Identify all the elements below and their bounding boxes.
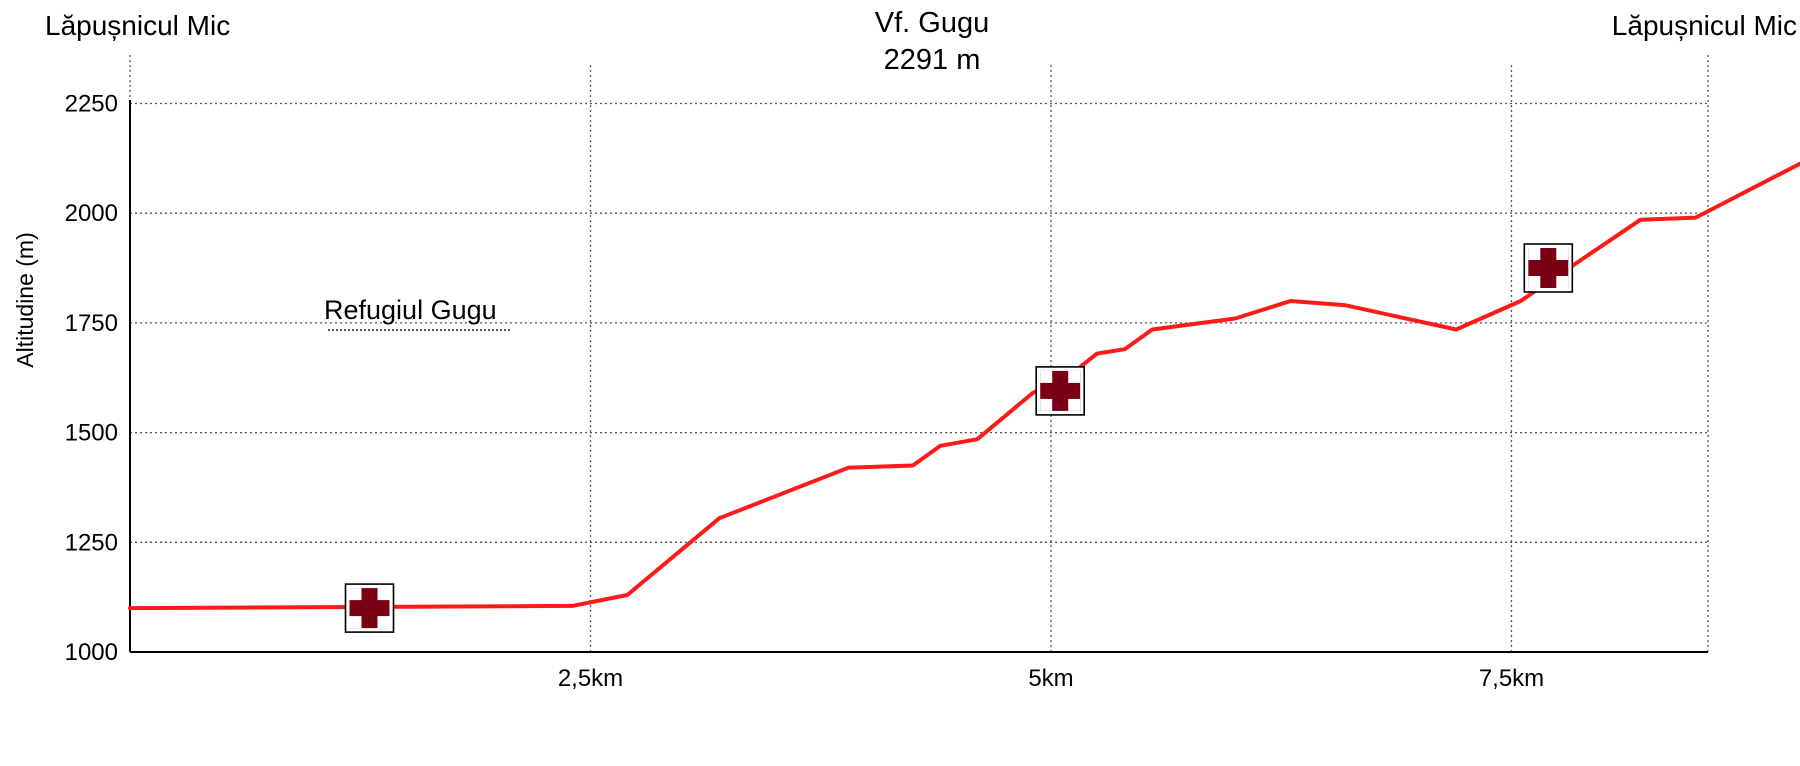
- marker-corner: [1556, 276, 1569, 288]
- x-tick-label: 2,5km: [558, 665, 623, 692]
- x-tick-label: 5km: [1028, 665, 1073, 692]
- grid: [129, 55, 1709, 652]
- refuge-label: Refugiul Gugu: [324, 295, 497, 325]
- marker-corner: [349, 616, 362, 629]
- marker-corner: [1068, 370, 1081, 383]
- y-axis-label: Altitudine (m): [12, 232, 38, 367]
- tick-labels: 1000125015001750200022502,5km5km7,5km10k…: [65, 91, 1545, 693]
- marker-corner: [1068, 398, 1081, 411]
- y-tick-label: 2250: [65, 91, 118, 118]
- marker-corner: [1040, 370, 1053, 383]
- x-tick-label: 7,5km: [1479, 665, 1544, 692]
- marker-cross-1: [344, 583, 395, 633]
- series: [128, 161, 1800, 611]
- y-tick-label: 2000: [65, 200, 118, 227]
- marker-corner: [1556, 248, 1569, 260]
- y-tick-label: 1250: [65, 529, 118, 556]
- marker-corner: [1528, 276, 1541, 288]
- y-tick-label: 1500: [65, 420, 118, 447]
- summit-name-label: Vf. Gugu: [875, 7, 989, 39]
- marker-corner: [377, 588, 390, 601]
- marker-cross-3: [1523, 243, 1574, 293]
- end-label: Lăpușnicul Mic: [1612, 10, 1797, 41]
- marker-corner: [377, 616, 390, 629]
- start-label: Lăpușnicul Mic: [45, 10, 230, 41]
- axes: [129, 100, 1708, 653]
- marker-corner: [349, 588, 362, 601]
- marker-cross-2: [1035, 366, 1085, 416]
- summit-altitude-label: 2291 m: [884, 44, 981, 76]
- marker-corner: [1040, 398, 1053, 411]
- y-tick-label: 1000: [65, 639, 118, 666]
- marker-corner: [1528, 248, 1541, 260]
- elevation-line: [128, 161, 1800, 611]
- y-tick-label: 1750: [65, 310, 118, 337]
- markers: [344, 243, 1574, 633]
